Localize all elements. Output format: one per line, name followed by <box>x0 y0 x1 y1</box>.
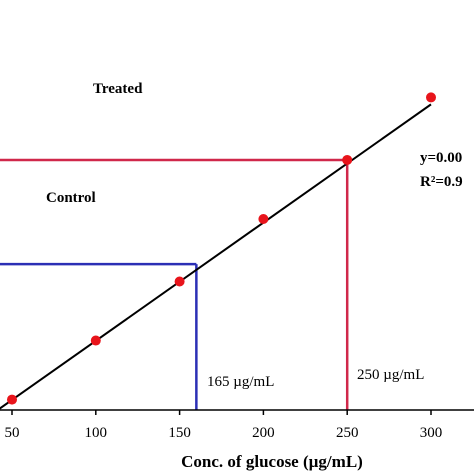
data-point-3 <box>174 276 185 287</box>
x-tick-label-100: 100 <box>85 425 108 441</box>
data-point-2 <box>90 335 101 346</box>
treated-label: Treated <box>93 81 143 97</box>
x-tick-label-300: 300 <box>420 425 443 441</box>
x-tick-label-200: 200 <box>252 425 275 441</box>
x-tick-label-150: 150 <box>168 425 191 441</box>
equation-line-2: R²=0.9 <box>420 174 463 190</box>
data-point-5 <box>342 154 353 165</box>
data-point-1 <box>7 394 17 405</box>
equation-line-1: y=0.00 <box>420 150 462 166</box>
data-points <box>7 92 436 405</box>
guide-lines <box>0 158 349 410</box>
control-value-label: 165 µg/mL <box>207 374 274 390</box>
x-tick-label-250: 250 <box>336 425 359 441</box>
x-tick-label-50: 50 <box>5 425 20 441</box>
x-axis: 50 100 150 200 250 300 <box>0 409 474 441</box>
data-point-4 <box>258 213 269 224</box>
control-label: Control <box>46 190 96 206</box>
x-axis-label: Conc. of glucose (µg/mL) <box>181 452 363 471</box>
treated-value-label: 250 µg/mL <box>357 367 424 383</box>
fit-line <box>0 103 432 410</box>
data-point-6 <box>426 92 436 103</box>
